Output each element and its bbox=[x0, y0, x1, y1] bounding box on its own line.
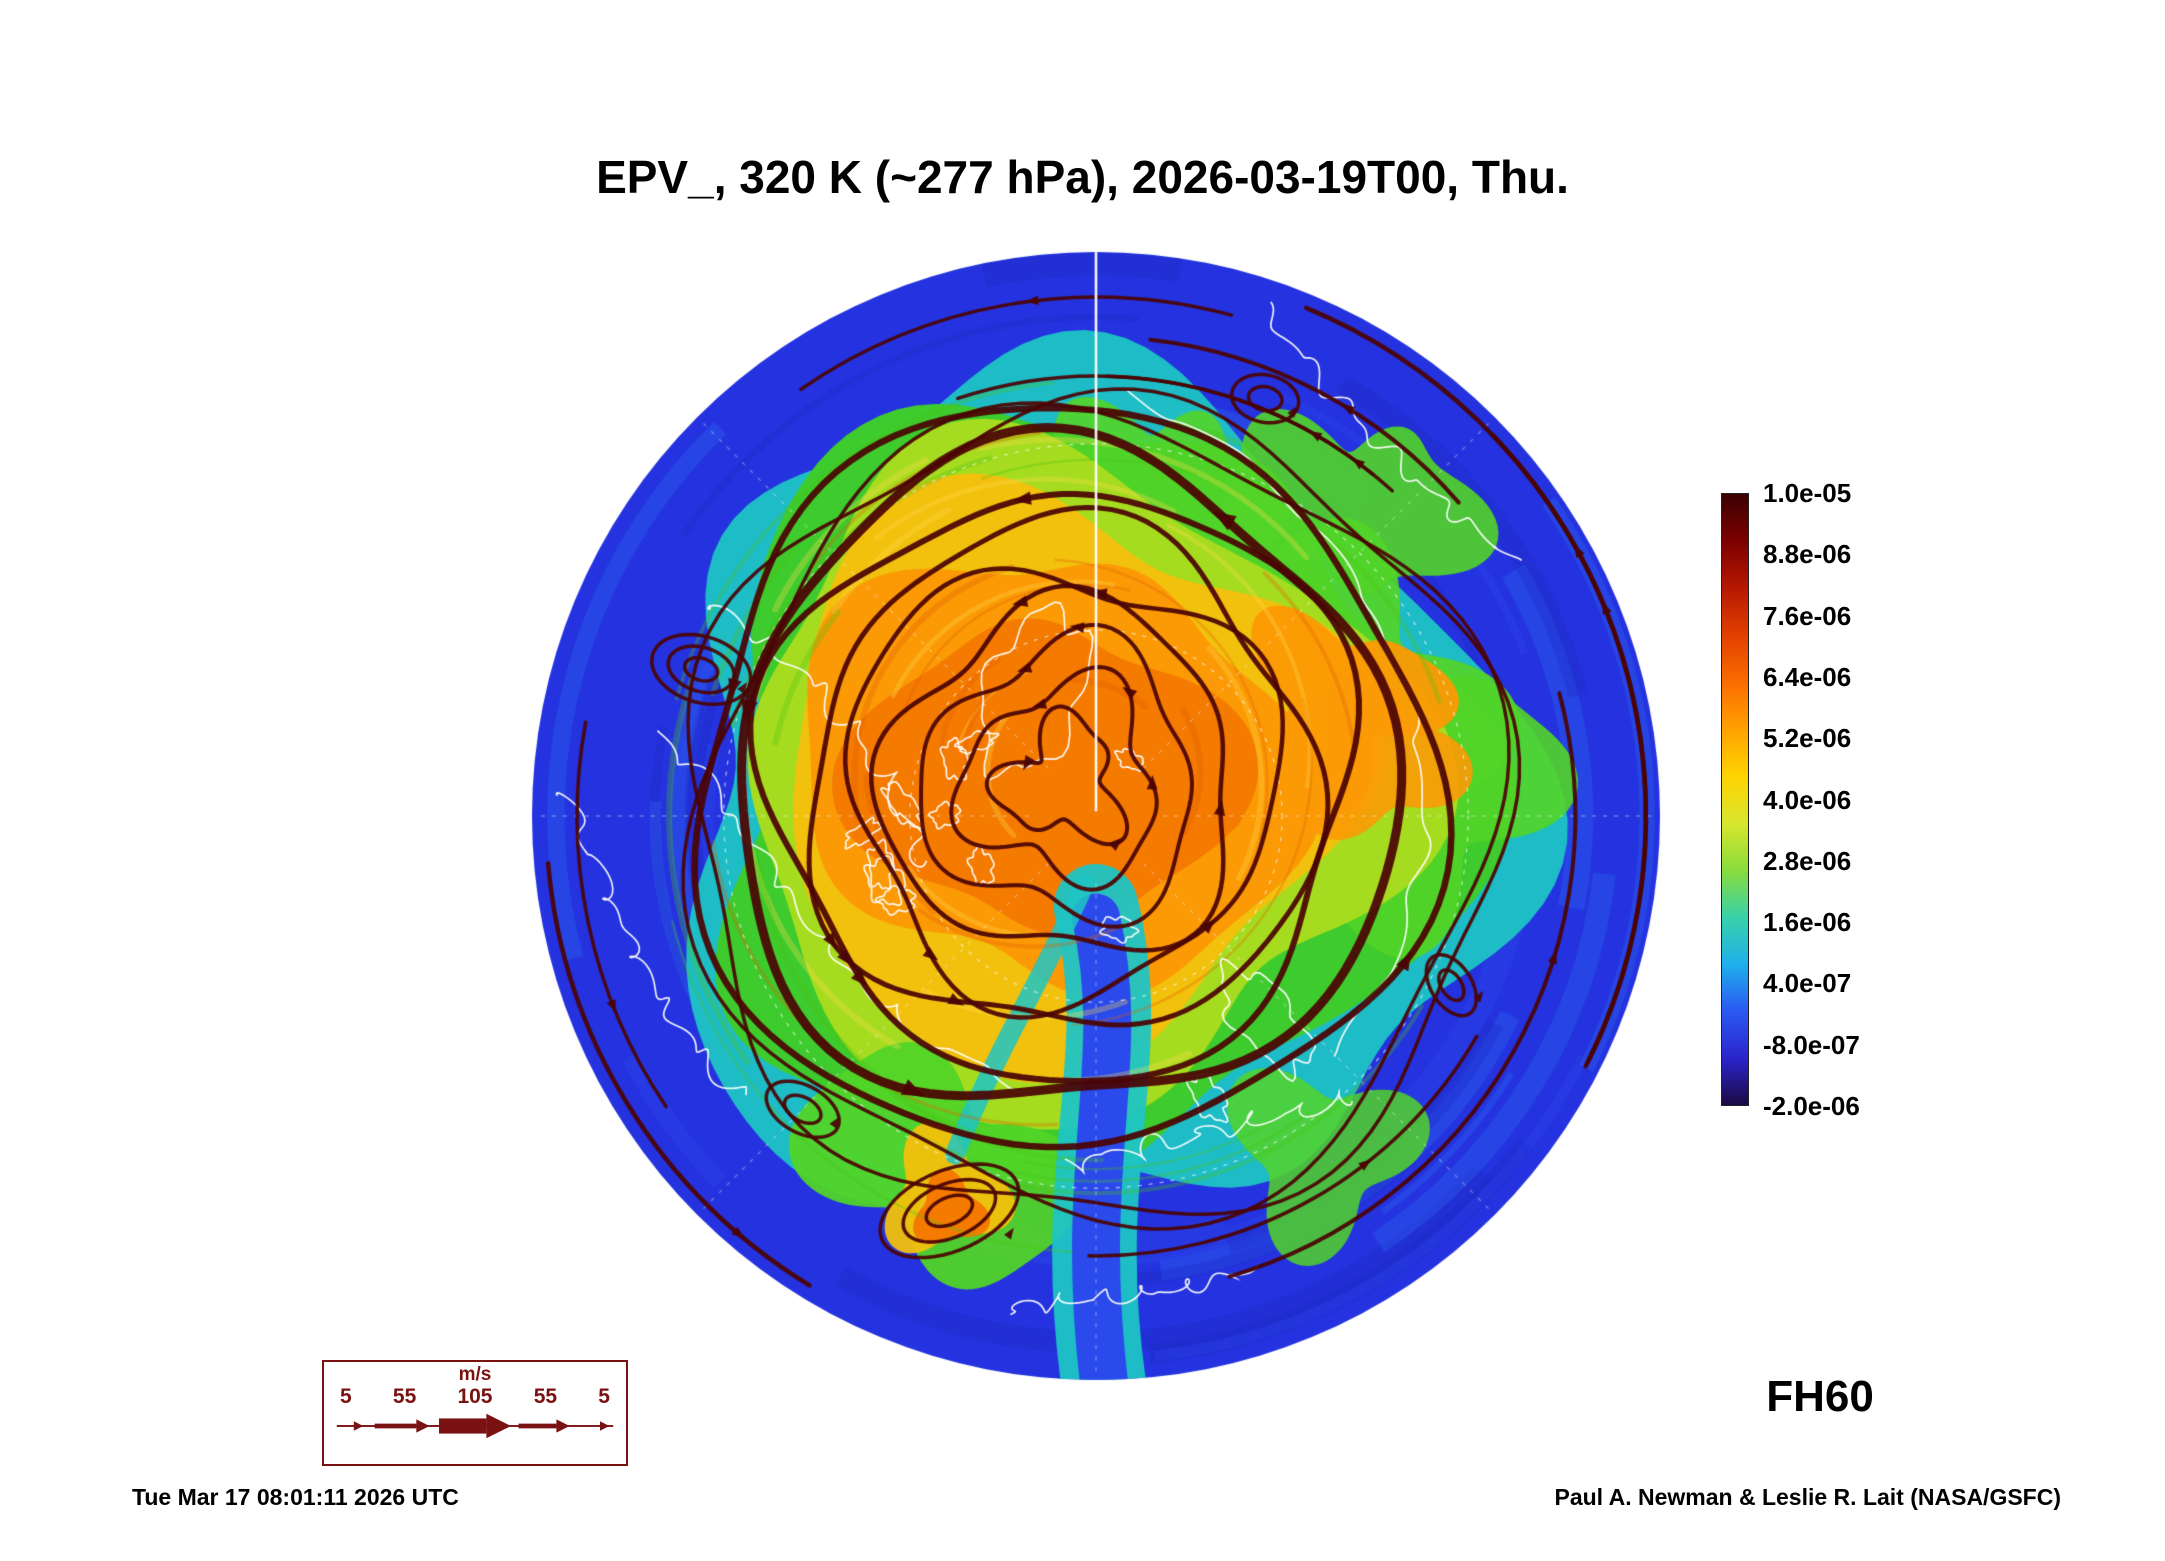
colorbar-tick-label: 6.4e-06 bbox=[1763, 661, 1852, 692]
colorbar-tick-label: -2.0e-06 bbox=[1763, 1091, 1860, 1121]
polar-map bbox=[526, 246, 1666, 1386]
colorbar-tick-labels: 1.0e-05 8.8e-06 7.6e-06 6.4e-06 5.2e-06 4.0e-… bbox=[1763, 479, 1933, 1120]
wind-legend: m/s 5 55 105 55 5 bbox=[322, 1360, 628, 1466]
wind-legend-speed: 55 bbox=[392, 1385, 417, 1408]
wind-legend-speeds: 5 55 105 55 5 bbox=[324, 1385, 626, 1409]
page-title: EPV_, 320 K (~277 hPa), 2026-03-19T00, T… bbox=[596, 151, 1569, 203]
wind-legend-units: m/s bbox=[458, 1364, 492, 1385]
colorbar-tick-label: 5.2e-06 bbox=[1763, 723, 1852, 754]
wind-legend-speed: 55 bbox=[533, 1385, 558, 1408]
footer-timestamp: Tue Mar 17 08:01:11 2026 UTC bbox=[132, 1484, 459, 1510]
colorbar-tick-label: -8.0e-07 bbox=[1763, 1029, 1860, 1060]
colorbar: 1.0e-05 8.8e-06 7.6e-06 6.4e-06 5.2e-06 4.0e-… bbox=[1721, 479, 1941, 1120]
wind-legend-speed: 5 bbox=[598, 1385, 610, 1408]
colorbar-tick-label: 4.0e-06 bbox=[1763, 784, 1852, 815]
wind-legend-speed: 5 bbox=[340, 1385, 352, 1408]
footer-credit: Paul A. Newman & Leslie R. Lait (NASA/GS… bbox=[1554, 1484, 2061, 1510]
colorbar-tick-label: 1.0e-05 bbox=[1763, 478, 1852, 508]
wind-scale-arrow-icon bbox=[336, 1413, 614, 1439]
colorbar-tick-label: 8.8e-06 bbox=[1763, 539, 1852, 570]
colorbar-tick-label: 1.6e-06 bbox=[1763, 907, 1852, 938]
colorbar-tick-label: 7.6e-06 bbox=[1763, 600, 1852, 631]
forecast-hour-label: FH60 bbox=[1766, 1372, 1874, 1421]
colorbar-tick-label: 4.0e-07 bbox=[1763, 968, 1852, 999]
colorbar-tick-label: 2.8e-06 bbox=[1763, 845, 1852, 876]
colorbar-gradient bbox=[1721, 493, 1749, 1106]
wind-legend-speed: 105 bbox=[457, 1385, 493, 1408]
polar-map-canvas bbox=[526, 246, 1666, 1386]
